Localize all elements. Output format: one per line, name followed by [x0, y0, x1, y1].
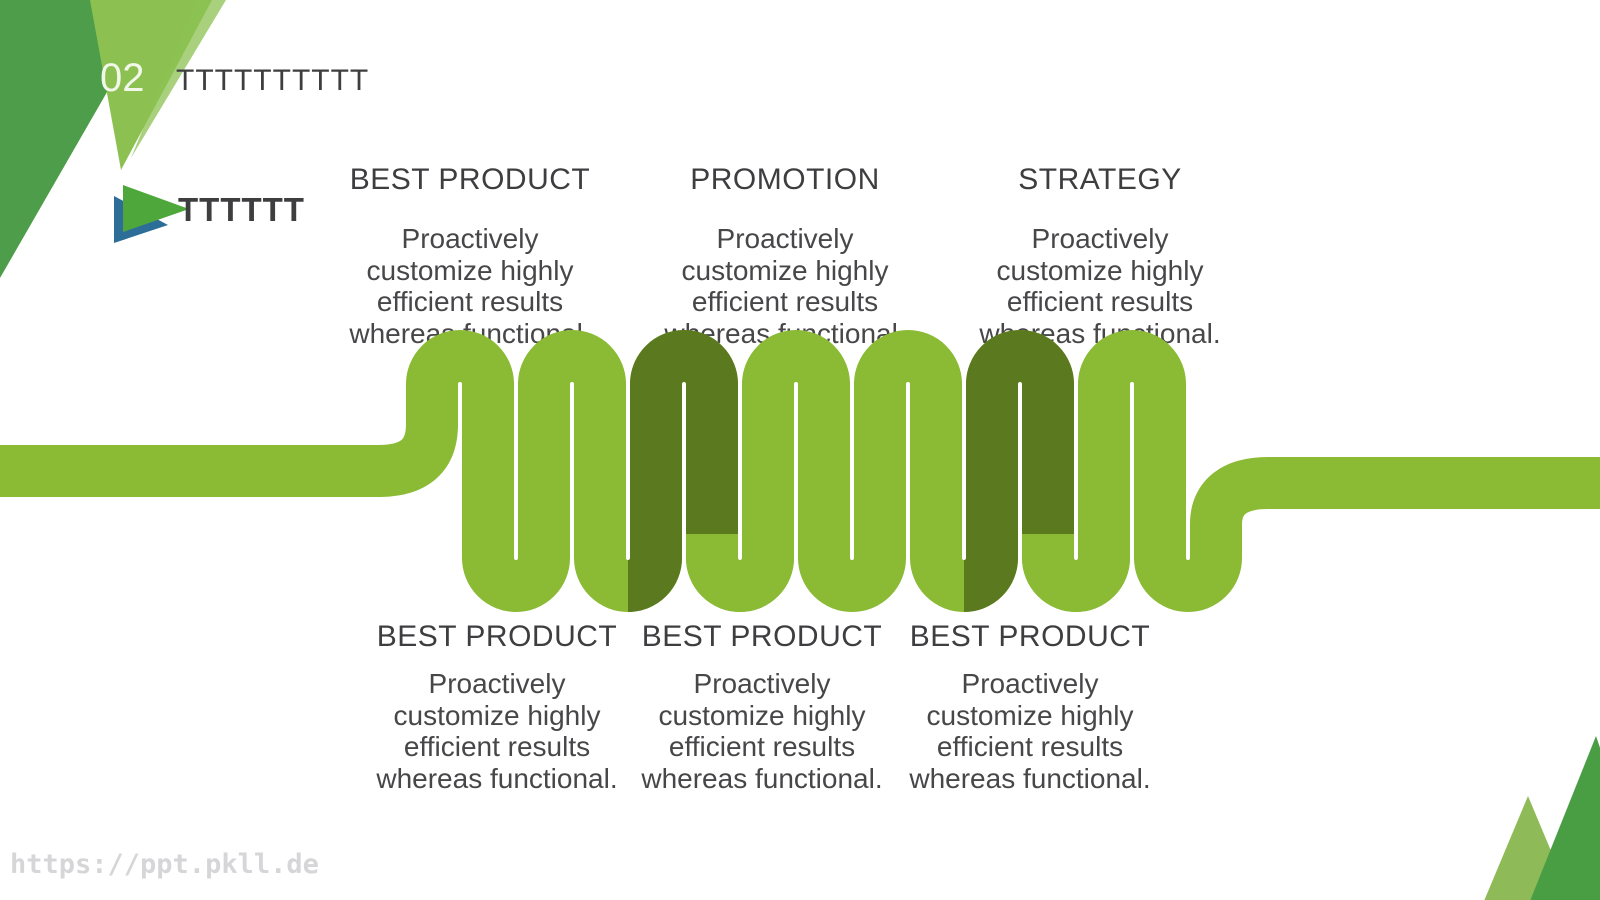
column-title: BEST PRODUCT: [349, 163, 591, 196]
column-title: PROMOTION: [690, 163, 880, 196]
column-bottom-3: BEST PRODUCT Proactively customize highl…: [890, 620, 1170, 794]
column-title: BEST PRODUCT: [909, 620, 1151, 653]
slide-subtitle: TTTTTT: [178, 191, 305, 228]
column-title: BEST PRODUCT: [641, 620, 883, 653]
column-title: STRATEGY: [1018, 163, 1182, 196]
column-bottom-1: BEST PRODUCT Proactively customize highl…: [357, 620, 637, 794]
section-number: 02: [100, 56, 145, 100]
column-body: Proactively customize highly efficient r…: [664, 223, 906, 349]
bottom-right-dark-triangle: [1530, 736, 1600, 900]
column-top-1: BEST PRODUCT Proactively customize highl…: [330, 163, 610, 349]
column-body: Proactively customize highly efficient r…: [909, 668, 1151, 794]
subtitle-row: TTTTTT: [110, 181, 410, 251]
column-top-2: PROMOTION Proactively customize highly e…: [645, 163, 925, 349]
column-title: BEST PRODUCT: [376, 620, 618, 653]
play-icon: [114, 185, 189, 243]
column-bottom-2: BEST PRODUCT Proactively customize highl…: [622, 620, 902, 794]
column-body: Proactively customize highly efficient r…: [349, 223, 591, 349]
column-top-3: STRATEGY Proactively customize highly ef…: [960, 163, 1240, 349]
top-left-sliver-triangle: [131, 0, 226, 158]
play-icon-front-triangle: [123, 185, 189, 232]
watermark-url: https://ppt.pkll.de: [10, 849, 319, 880]
column-body: Proactively customize highly efficient r…: [376, 668, 618, 794]
column-body: Proactively customize highly efficient r…: [979, 223, 1221, 349]
column-body: Proactively customize highly efficient r…: [641, 668, 883, 794]
slide-title: TTTTTTTTTT: [176, 64, 370, 97]
